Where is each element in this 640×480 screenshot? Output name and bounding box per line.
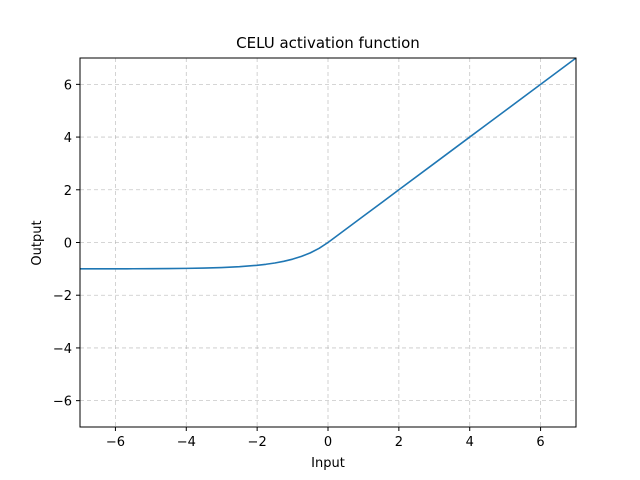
y-tick-label: −4 bbox=[53, 342, 72, 357]
x-tick-label: 0 bbox=[324, 435, 332, 450]
x-tick-label: 6 bbox=[536, 435, 544, 450]
plot-area bbox=[79, 57, 577, 270]
celu-line bbox=[79, 57, 577, 270]
x-tick-label: −2 bbox=[248, 435, 267, 450]
y-tick-label: −2 bbox=[53, 289, 72, 304]
x-tick-label: −6 bbox=[106, 435, 125, 450]
y-axis: −6 −4 −2 0 2 4 6 bbox=[53, 78, 80, 410]
x-axis-label: Input bbox=[311, 456, 345, 471]
x-tick-label: 2 bbox=[395, 435, 403, 450]
y-tick-label: 0 bbox=[64, 237, 72, 252]
x-axis: −6 −4 −2 0 2 4 6 bbox=[106, 427, 545, 450]
y-axis-label: Output bbox=[30, 220, 45, 265]
y-tick-label: −6 bbox=[53, 395, 72, 410]
chart-title: CELU activation function bbox=[236, 34, 420, 52]
x-tick-label: 4 bbox=[466, 435, 474, 450]
y-tick-label: 2 bbox=[64, 184, 72, 199]
y-tick-label: 4 bbox=[64, 131, 72, 146]
x-tick-label: −4 bbox=[177, 435, 196, 450]
y-tick-label: 6 bbox=[64, 78, 72, 93]
